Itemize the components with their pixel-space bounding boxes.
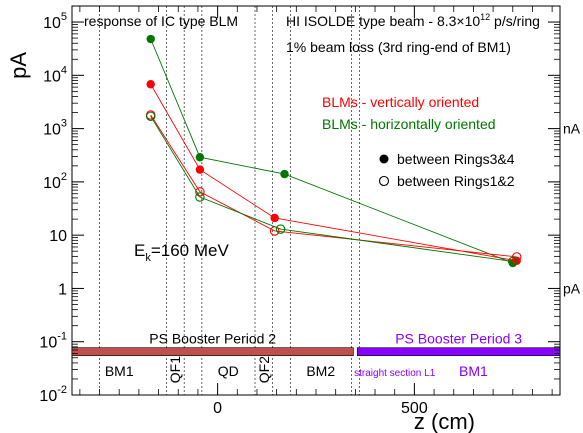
title-right-text: HI ISOLDE type beam - 8.3×10 [286, 13, 480, 29]
data-point [195, 192, 205, 202]
data-point [195, 187, 205, 197]
period-label: PS Booster Period 2 [149, 331, 276, 347]
y-axis-title: pA [6, 52, 31, 79]
lattice-element-label: QD [218, 363, 239, 379]
period-band [71, 347, 354, 356]
energy-label-text: =160 MeV [151, 241, 230, 260]
legend-marker-entry: between Rings3&4 [397, 151, 515, 167]
y-tick-label: 105 [43, 11, 67, 32]
y-tick-base: 10 [43, 175, 61, 192]
period-band [357, 347, 561, 356]
x-axis-title: z (cm) [414, 409, 475, 433]
lattice-element-label: BM1 [105, 363, 134, 379]
y-tick-label: 104 [43, 64, 67, 85]
period-label: PS Booster Period 3 [395, 331, 522, 347]
data-point [195, 165, 205, 174]
y-tick-exponent: 5 [61, 11, 67, 23]
lattice-element-label: straight section L1 [354, 368, 436, 379]
energy-label: Ek=160 MeV [134, 241, 229, 264]
data-point [146, 80, 155, 89]
lattice-element-label: BM1 [459, 363, 488, 379]
series-line [150, 116, 513, 262]
series-line [150, 38, 513, 264]
data-point [508, 256, 518, 267]
x-tick-label: 0 [213, 400, 222, 417]
energy-label-subscript: k [145, 252, 151, 264]
x-tick-label: 500 [401, 400, 428, 417]
y-tick-label: 10 [49, 228, 67, 245]
data-point [195, 153, 205, 162]
chart-title-left: response of IC type BLM [84, 13, 238, 29]
title-right-superscript: 12 [480, 12, 490, 22]
y-tick-base: 10 [43, 15, 61, 32]
y-tick-label: 10-2 [39, 384, 67, 405]
chart-subtitle: 1% beam loss (3rd ring-end of BM1) [286, 39, 511, 55]
legend-color-entry: BLMs - vertically oriented [322, 94, 479, 110]
y-tick-label: 103 [43, 118, 67, 139]
series-line [150, 114, 517, 258]
y-tick-exponent: 3 [61, 118, 67, 130]
y-tick-label: 1 [58, 281, 67, 298]
legend-color-entry: BLMs - horizontally oriented [322, 116, 496, 132]
data-point [270, 213, 279, 223]
legend-marker-symbol [378, 175, 390, 187]
legend-marker-symbol [379, 154, 389, 164]
y-tick-exponent: -2 [57, 384, 67, 396]
y-tick-base: 10 [43, 122, 61, 139]
data-point [280, 169, 289, 179]
series-line [150, 83, 517, 262]
y-tick-exponent: -1 [57, 331, 67, 343]
y-tick-exponent: 4 [61, 64, 67, 76]
y-tick-exponent: 2 [61, 171, 67, 183]
lattice-element-label: QF1 [167, 356, 183, 383]
data-point [145, 111, 156, 122]
title-right-text: p/s/ring [490, 13, 540, 29]
y-tick-base: 1 [58, 281, 67, 298]
right-unit-label: nA [563, 121, 581, 137]
y-tick-base: 10 [39, 388, 57, 405]
energy-label-text: E [134, 241, 145, 260]
data-point [146, 34, 155, 44]
data-point [275, 224, 286, 234]
y-tick-label: 10-1 [39, 331, 67, 352]
right-unit-label: pA [563, 280, 581, 296]
y-tick-base: 10 [39, 335, 57, 352]
y-tick-base: 10 [43, 68, 61, 85]
chart-title-right: HI ISOLDE type beam - 8.3×1012 p/s/ring [286, 12, 540, 29]
lattice-element-label: BM2 [306, 363, 335, 379]
lattice-element-label: QF2 [256, 356, 272, 383]
y-tick-base: 10 [49, 228, 67, 245]
legend-marker-entry: between Rings1&2 [397, 173, 515, 189]
y-tick-label: 102 [43, 171, 67, 192]
